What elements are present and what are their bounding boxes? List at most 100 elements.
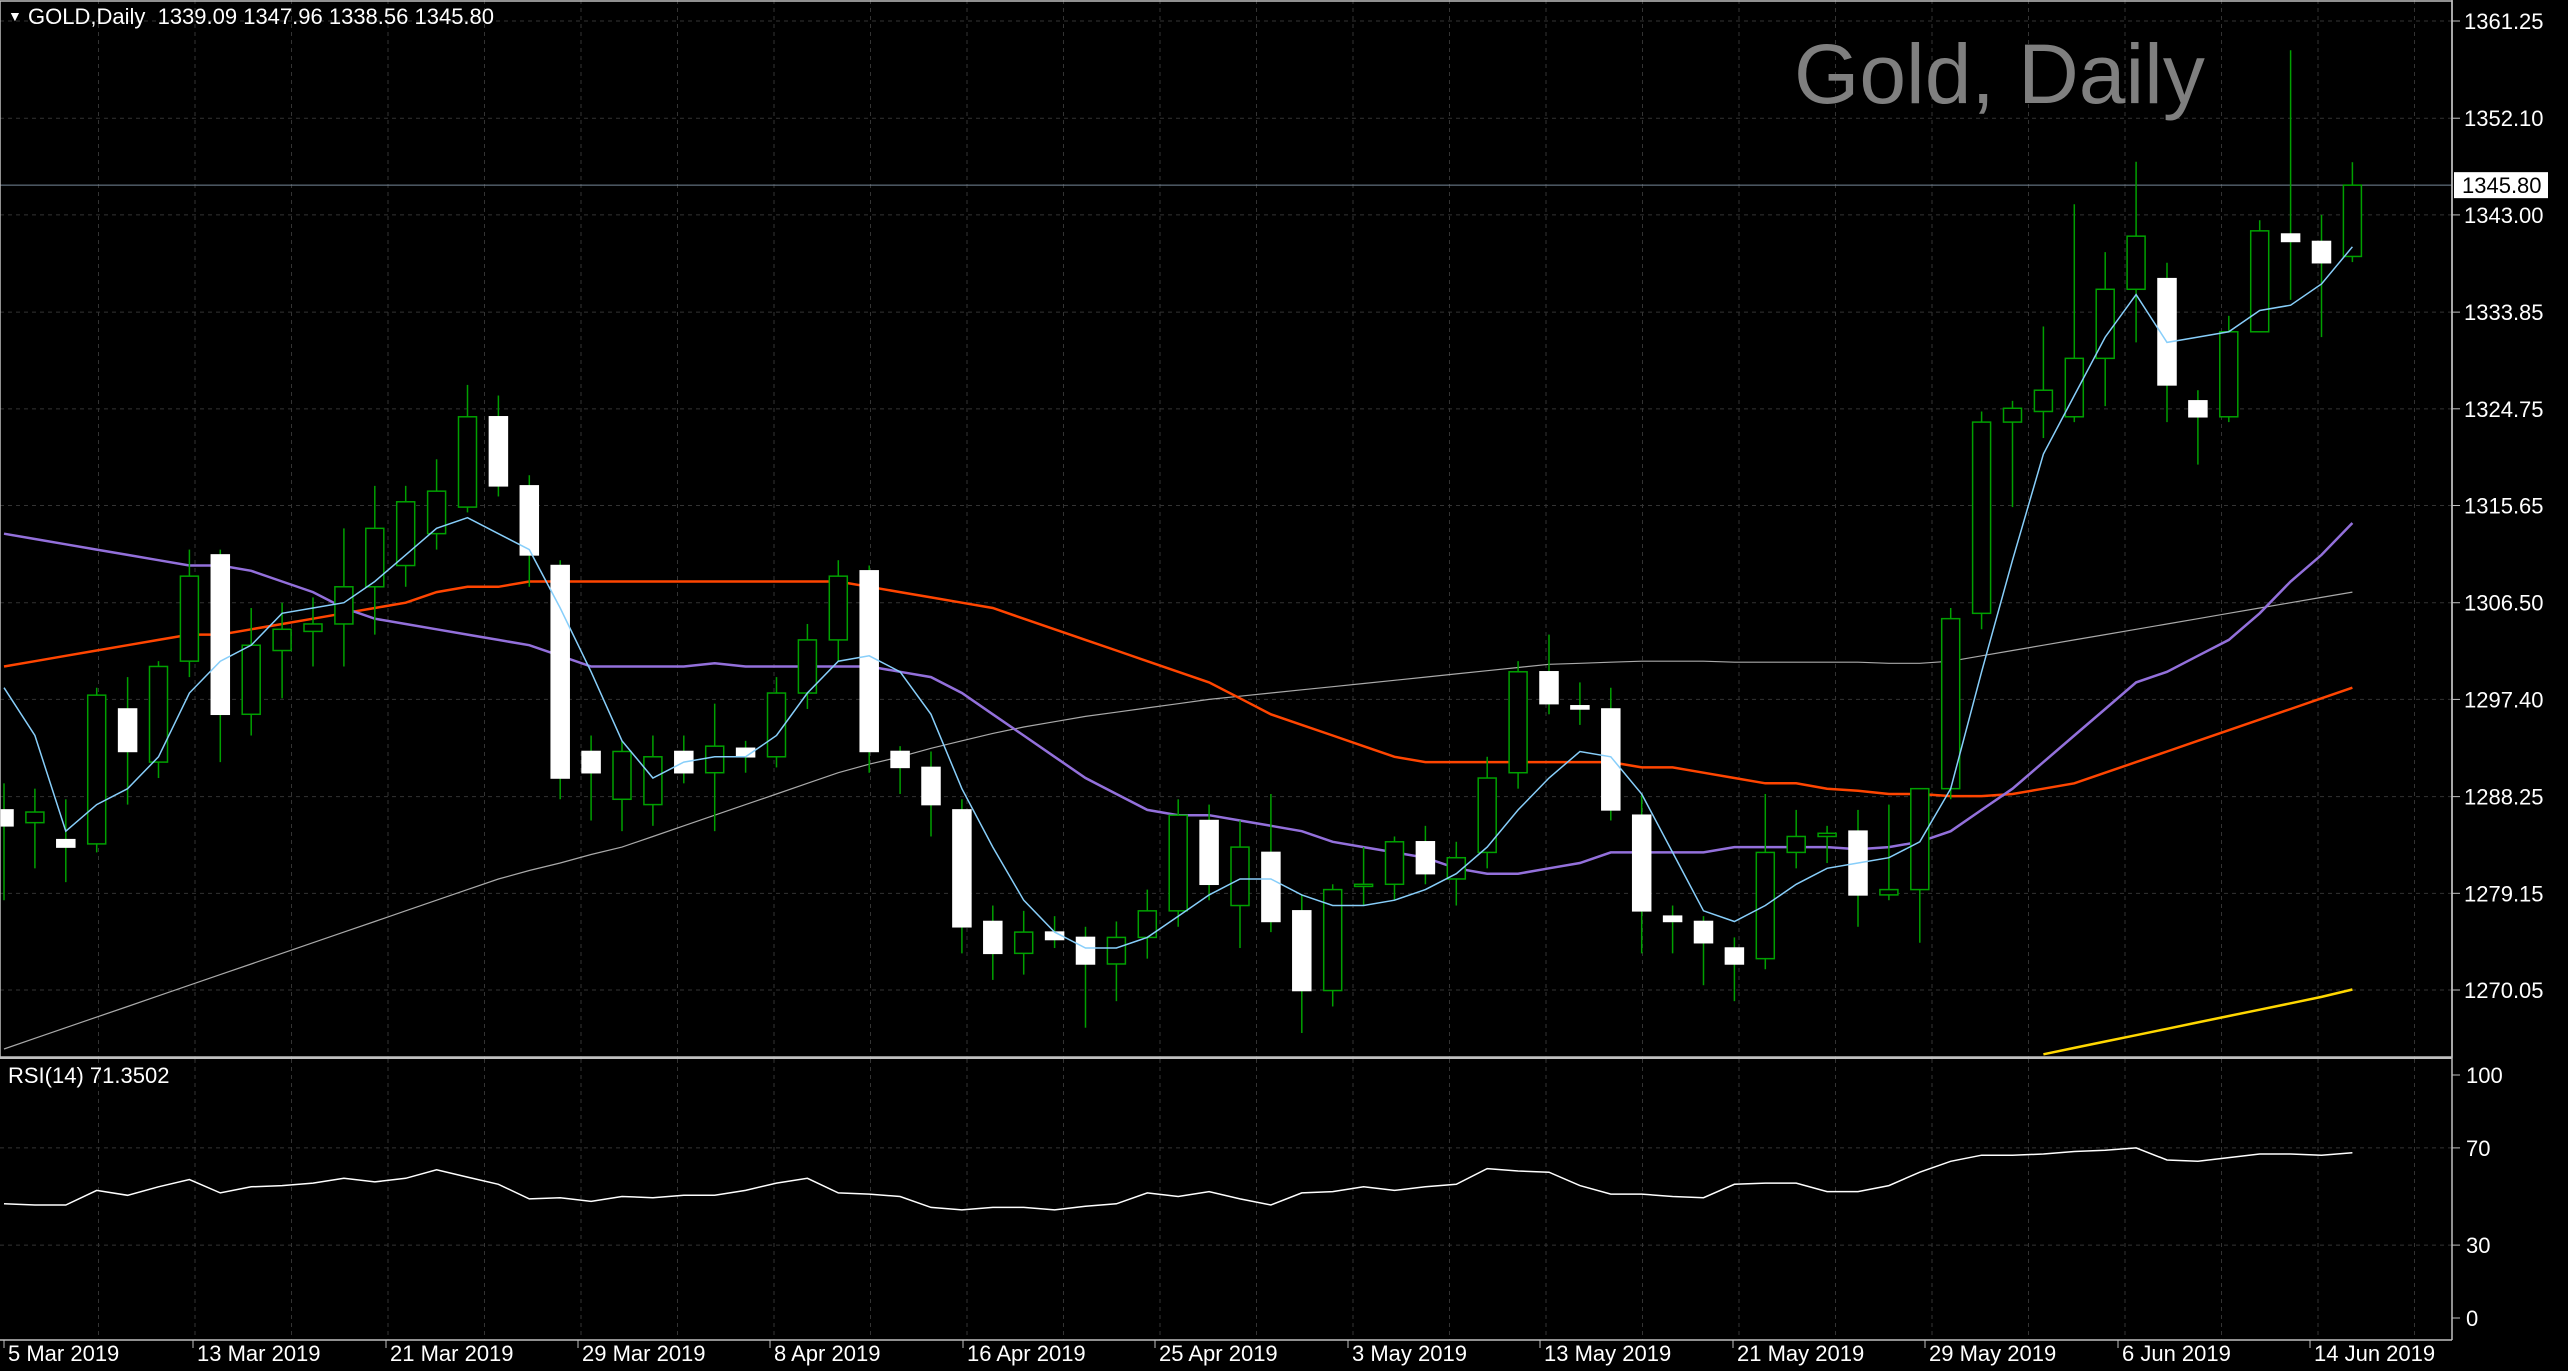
candle-up [2126, 235, 2146, 291]
candle-down [1539, 671, 1559, 705]
candle-up [2219, 331, 2239, 418]
candle-up [1910, 787, 1930, 891]
price-axis-label: 1315.65 [2464, 494, 2544, 519]
time-axis-label: 6 Jun 2019 [2122, 1341, 2231, 1366]
ma-fast-line [3, 246, 2353, 949]
candle-up [1230, 846, 1250, 907]
candle-down [1570, 705, 1590, 710]
candle-down [1601, 708, 1621, 811]
candle-down [859, 570, 879, 753]
candle-down [2188, 400, 2208, 418]
price-axis-label: 1324.75 [2464, 397, 2544, 422]
candle-up [148, 665, 169, 763]
candle-up [1508, 671, 1528, 774]
rsi-line [3, 1147, 2353, 1211]
candle-up [1879, 888, 1899, 896]
candle-up [395, 501, 416, 567]
candle-up [1168, 814, 1188, 912]
candle-up [179, 575, 200, 662]
candle-up [612, 750, 632, 801]
candle-down [890, 750, 910, 769]
price-axis-label: 1297.40 [2464, 687, 2544, 712]
candle-down [2157, 277, 2177, 386]
candle-up [303, 623, 323, 633]
rsi-axis-label: 70 [2466, 1136, 2490, 1161]
time-axis-label: 21 Mar 2019 [390, 1341, 514, 1366]
candle-down [1693, 920, 1714, 944]
ma-yellow-line [2043, 988, 2353, 1056]
fast-moving-average [3, 246, 2353, 949]
time-axis-label: 14 Jun 2019 [2314, 1341, 2435, 1366]
candle-up [1446, 856, 1467, 880]
candle-up [2002, 407, 2023, 423]
candle-down [519, 485, 540, 556]
candle-down [2280, 233, 2301, 243]
price-axis-label: 1306.50 [2464, 591, 2544, 616]
price-axis-label: 1270.05 [2464, 978, 2544, 1003]
candle-up [828, 575, 849, 641]
candle-down [581, 750, 601, 774]
grid [0, 0, 2452, 1340]
price-axis-label: 1352.10 [2464, 106, 2544, 131]
candle-down [1415, 841, 1436, 875]
candle-up [1384, 841, 1405, 886]
ma-orange-line [3, 580, 2353, 798]
current-price-box [2454, 172, 2548, 199]
rsi-line [3, 1147, 2353, 1211]
candle-up [426, 490, 447, 535]
candle-up [1106, 936, 1127, 965]
candle-up [272, 628, 292, 652]
price-axis-label: 1279.15 [2464, 881, 2544, 906]
candle-up [365, 527, 385, 588]
candle-down [1261, 851, 1281, 923]
time-axis-label: 21 May 2019 [1737, 1341, 1864, 1366]
candle-down [488, 416, 509, 487]
candle-up [643, 756, 663, 806]
candle-up [766, 692, 787, 758]
price-axis-label: 1361.25 [2464, 9, 2544, 34]
candle-down [952, 809, 972, 928]
time-axis-label: 29 Mar 2019 [582, 1341, 706, 1366]
candle-up [2064, 357, 2085, 418]
time-axis-label: 13 May 2019 [1544, 1341, 1671, 1366]
candle-down [1631, 814, 1652, 912]
candle-down [2311, 240, 2332, 264]
candle-up [704, 745, 725, 774]
candle-up [25, 811, 45, 824]
rsi-axis-label: 30 [2466, 1233, 2490, 1258]
candle-up [86, 694, 107, 845]
candle-up [241, 644, 261, 716]
price-axis-label: 1333.85 [2464, 300, 2544, 325]
price-axis-label: 1343.00 [2464, 203, 2544, 228]
candle-down [1075, 936, 1096, 965]
time-axis-label: 25 Apr 2019 [1159, 1341, 1278, 1366]
candle-down [983, 920, 1003, 955]
time-axis-label: 8 Apr 2019 [774, 1341, 880, 1366]
time-axis-label: 13 Mar 2019 [197, 1341, 321, 1366]
candle-up [1322, 888, 1343, 992]
candle-up [2033, 389, 2054, 413]
candle-up [1477, 777, 1497, 854]
candle-up [1786, 835, 1806, 854]
collapse-triangle-icon[interactable]: ▼ [8, 8, 22, 24]
time-axis-label: 5 Mar 2019 [8, 1341, 119, 1366]
candle-down [0, 809, 14, 827]
candle-up [1817, 832, 1837, 838]
ma-gray-line [3, 591, 2353, 1050]
chart-header: ▼ GOLD,Daily 1339.09 1347.96 1338.56 134… [8, 4, 494, 30]
time-axis-label: 3 May 2019 [1352, 1341, 1467, 1366]
candle-up [1971, 421, 1992, 615]
candle-down [210, 554, 231, 716]
candles [0, 50, 2363, 1034]
price-axis-label: 1288.25 [2464, 785, 2544, 810]
candle-up [1013, 931, 1034, 955]
candle-down [1199, 819, 1219, 886]
candle-down [1292, 910, 1312, 992]
candle-down [1724, 947, 1745, 965]
chart-watermark: Gold, Daily [1794, 27, 2205, 121]
candle-down [1662, 915, 1683, 923]
rsi-axis-label: 0 [2466, 1306, 2478, 1331]
candle-down [56, 838, 76, 848]
